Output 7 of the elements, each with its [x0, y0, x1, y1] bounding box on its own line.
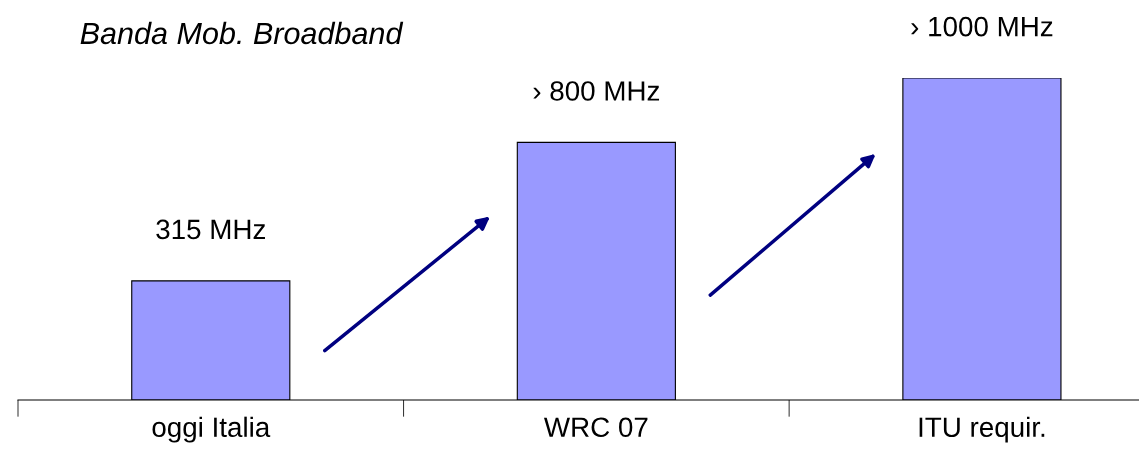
text: › 1000 MHz — [911, 16, 1053, 37]
x-tick-label: WRC 07 — [544, 417, 648, 438]
chart-title: Banda Mob. Broadband — [80, 21, 404, 45]
x-tick-label: ITU requir. — [919, 416, 1045, 443]
text: 315 MHz — [156, 219, 265, 240]
text: › 800 MHz — [533, 81, 660, 101]
x-tick-label: oggi Italia — [152, 416, 271, 443]
